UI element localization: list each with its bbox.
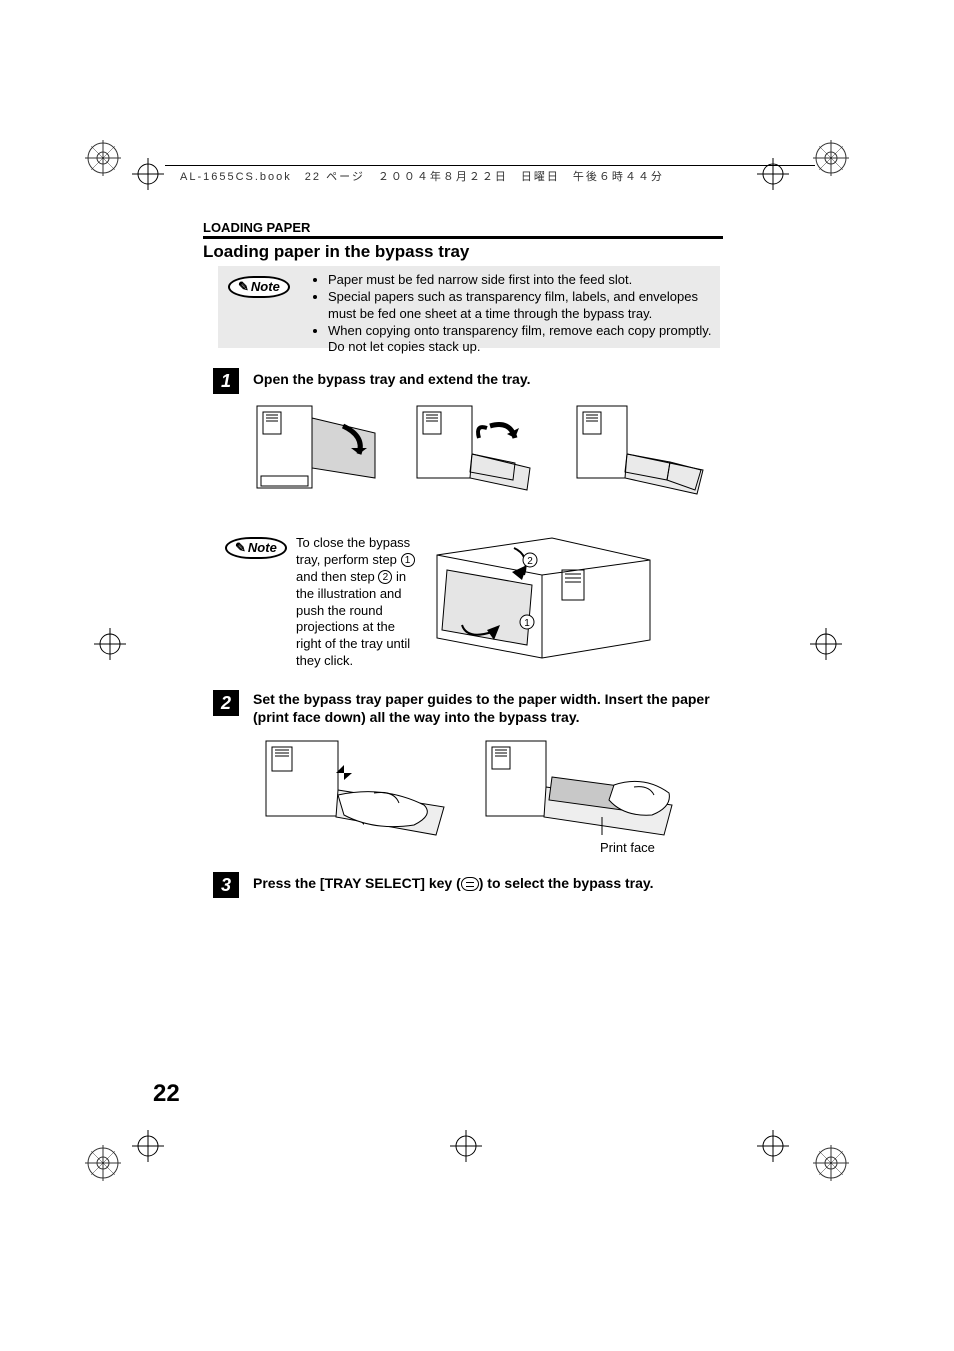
circled-number-icon: 2	[378, 570, 392, 584]
note-block: Note Paper must be fed narrow side first…	[218, 266, 720, 348]
register-mark	[813, 140, 849, 176]
note2-part: To close the bypass tray, perform step	[296, 535, 410, 567]
tray-select-key-icon	[461, 877, 479, 891]
illustration-row	[255, 398, 705, 498]
illustration-open-tray-3	[575, 398, 705, 498]
print-face-label: Print face	[600, 840, 655, 855]
file-meta: AL-1655CS.book 22 ページ ２００４年８月２２日 日曜日 午後６…	[180, 168, 664, 184]
header-rule	[165, 165, 815, 166]
step-number: 2	[213, 690, 239, 716]
illustration-close-tray: 2 1	[432, 530, 657, 665]
register-mark	[92, 626, 128, 662]
illustration-row	[264, 735, 674, 840]
register-mark	[755, 156, 791, 192]
section-break: LOADING PAPER	[203, 220, 310, 235]
illustration-insert-paper	[484, 735, 674, 840]
illustration-open-tray-2	[415, 398, 545, 498]
svg-text:1: 1	[524, 618, 530, 629]
step3-text-b: ) to select the bypass tray.	[479, 875, 654, 891]
step-text: Open the bypass tray and extend the tray…	[253, 370, 713, 388]
step-number: 3	[213, 872, 239, 898]
register-mark	[85, 1145, 121, 1181]
note-badge: Note	[228, 276, 290, 298]
note-badge: Note	[225, 537, 287, 559]
page-number: 22	[153, 1080, 180, 1108]
register-mark	[813, 1145, 849, 1181]
note2-part: and then step	[296, 569, 378, 584]
section-title: Loading paper in the bypass tray	[203, 242, 469, 262]
circled-number-icon: 1	[401, 553, 415, 567]
register-mark	[85, 140, 121, 176]
register-mark	[808, 626, 844, 662]
note-close-tray-text: To close the bypass tray, perform step 1…	[296, 535, 416, 670]
register-mark	[130, 156, 166, 192]
illustration-open-tray-1	[255, 398, 385, 498]
note-bullet: Paper must be fed narrow side first into…	[328, 272, 714, 288]
register-mark	[755, 1128, 791, 1164]
register-mark	[448, 1128, 484, 1164]
note-bullets: Paper must be fed narrow side first into…	[314, 272, 714, 356]
register-mark	[130, 1128, 166, 1164]
step-text: Set the bypass tray paper guides to the …	[253, 690, 713, 726]
step-number: 1	[213, 368, 239, 394]
note-bullet: When copying onto transparency film, rem…	[328, 323, 714, 356]
illustration-set-guides	[264, 735, 454, 840]
step3-text-a: Press the [TRAY SELECT] key (	[253, 875, 461, 891]
svg-text:2: 2	[527, 556, 533, 567]
note-bullet: Special papers such as transparency film…	[328, 289, 714, 322]
section-rule	[203, 236, 723, 239]
step-text: Press the [TRAY SELECT] key ( ) to select…	[253, 874, 723, 892]
